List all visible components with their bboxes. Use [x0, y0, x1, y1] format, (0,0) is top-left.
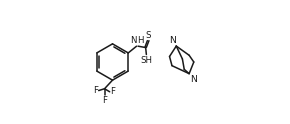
Text: N: N — [169, 36, 175, 45]
Text: S: S — [146, 31, 151, 40]
Text: N: N — [190, 75, 197, 84]
Text: H: H — [137, 36, 144, 46]
Text: F: F — [102, 96, 107, 105]
Text: SH: SH — [140, 56, 152, 64]
Text: F: F — [110, 87, 115, 96]
Text: F: F — [93, 86, 98, 95]
Text: N: N — [130, 36, 136, 46]
